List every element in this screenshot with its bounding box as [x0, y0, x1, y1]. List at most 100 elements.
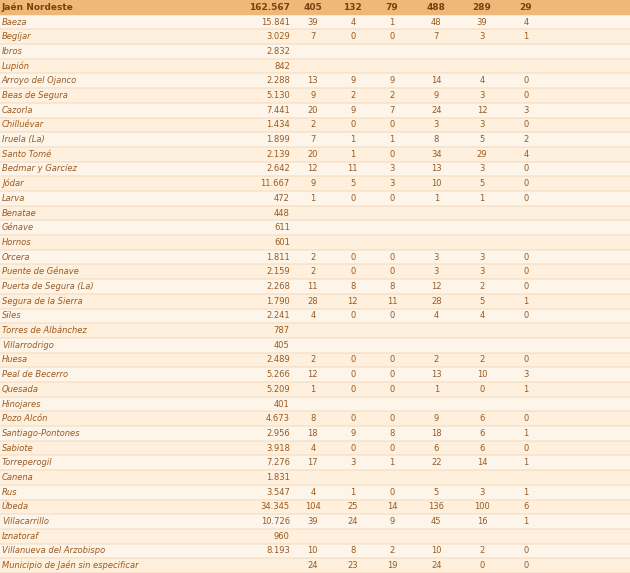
Text: 1: 1	[524, 32, 529, 41]
Text: 3: 3	[433, 268, 439, 276]
Text: 19: 19	[387, 561, 397, 570]
Text: 0: 0	[350, 370, 355, 379]
Bar	[0, 279, 630, 294]
Text: 4: 4	[350, 18, 355, 26]
Text: Benatae: Benatae	[2, 209, 37, 218]
Text: Puente de Génave: Puente de Génave	[2, 268, 79, 276]
Text: 5.266: 5.266	[266, 370, 290, 379]
Bar	[0, 382, 630, 397]
Text: 3: 3	[479, 488, 484, 497]
Text: 0: 0	[524, 194, 529, 203]
Text: 0: 0	[389, 194, 394, 203]
Text: 0: 0	[524, 282, 529, 291]
Text: 0: 0	[350, 268, 355, 276]
Text: 4.673: 4.673	[266, 414, 290, 423]
Text: 7: 7	[310, 32, 316, 41]
Text: 2: 2	[479, 355, 484, 364]
Text: 0: 0	[524, 253, 529, 262]
Bar	[0, 544, 630, 558]
Text: 9: 9	[389, 517, 394, 526]
Text: 39: 39	[477, 18, 487, 26]
Bar	[0, 323, 630, 338]
Bar	[0, 485, 630, 500]
Text: Begíjar: Begíjar	[2, 32, 32, 41]
Text: 8: 8	[310, 414, 316, 423]
Text: 2.956: 2.956	[266, 429, 290, 438]
Text: 3: 3	[479, 164, 484, 174]
Text: 4: 4	[479, 76, 484, 85]
Text: 12: 12	[431, 282, 442, 291]
Bar	[0, 411, 630, 426]
Text: 18: 18	[307, 429, 318, 438]
Text: 3: 3	[350, 458, 355, 468]
Text: 8: 8	[350, 547, 355, 555]
Text: 48: 48	[431, 18, 442, 26]
Text: 960: 960	[274, 532, 290, 541]
Bar	[0, 441, 630, 456]
Text: 14: 14	[477, 458, 487, 468]
Text: 1: 1	[350, 150, 355, 159]
Text: 9: 9	[389, 76, 394, 85]
Text: 1: 1	[524, 488, 529, 497]
Text: 0: 0	[389, 370, 394, 379]
Text: 4: 4	[524, 150, 529, 159]
Text: 5.130: 5.130	[266, 91, 290, 100]
Text: 3: 3	[389, 179, 394, 188]
Bar	[0, 514, 630, 529]
Bar	[0, 132, 630, 147]
Text: 3: 3	[479, 268, 484, 276]
Text: 6: 6	[479, 444, 484, 453]
Text: Municipio de Jaén sin especificar: Municipio de Jaén sin especificar	[2, 561, 139, 570]
Text: 22: 22	[431, 458, 442, 468]
Text: 3: 3	[433, 120, 439, 129]
Text: 1: 1	[310, 194, 316, 203]
Text: 10: 10	[431, 179, 442, 188]
Text: 7.276: 7.276	[266, 458, 290, 468]
Text: 0: 0	[389, 120, 394, 129]
Text: 16: 16	[477, 517, 487, 526]
Text: 8: 8	[350, 282, 355, 291]
Text: 0: 0	[524, 76, 529, 85]
Text: 2.832: 2.832	[266, 47, 290, 56]
Text: 4: 4	[433, 311, 439, 320]
Text: 0: 0	[389, 385, 394, 394]
Text: 3: 3	[479, 91, 484, 100]
Text: 3.029: 3.029	[266, 32, 290, 41]
Text: 0: 0	[524, 120, 529, 129]
Bar	[0, 397, 630, 411]
Text: 601: 601	[274, 238, 290, 247]
Text: 0: 0	[524, 268, 529, 276]
Text: 0: 0	[389, 268, 394, 276]
Text: 7: 7	[310, 135, 316, 144]
Bar	[0, 500, 630, 514]
Text: 1: 1	[389, 18, 394, 26]
Text: 1: 1	[433, 194, 439, 203]
Text: 10.726: 10.726	[261, 517, 290, 526]
Bar	[0, 338, 630, 352]
Text: 3: 3	[524, 105, 529, 115]
Text: 0: 0	[350, 385, 355, 394]
Bar	[0, 265, 630, 279]
Text: 1.434: 1.434	[266, 120, 290, 129]
Text: Baeza: Baeza	[2, 18, 27, 26]
Text: 25: 25	[348, 503, 358, 511]
Text: 15.841: 15.841	[261, 18, 290, 26]
Text: 0: 0	[389, 355, 394, 364]
Text: 0: 0	[350, 414, 355, 423]
Text: 5: 5	[350, 179, 355, 188]
Bar	[0, 29, 630, 44]
Text: 0: 0	[389, 253, 394, 262]
Text: 6: 6	[479, 429, 484, 438]
Text: 2: 2	[310, 355, 316, 364]
Text: 3: 3	[433, 253, 439, 262]
Bar	[0, 426, 630, 441]
Bar	[0, 308, 630, 323]
Text: 14: 14	[431, 76, 442, 85]
Text: 9: 9	[350, 76, 355, 85]
Text: 289: 289	[472, 3, 491, 12]
Bar	[0, 221, 630, 235]
Text: Bedmar y Garcíez: Bedmar y Garcíez	[2, 164, 77, 174]
Text: 24: 24	[348, 517, 358, 526]
Text: 2.642: 2.642	[266, 164, 290, 174]
Text: 7: 7	[389, 105, 394, 115]
